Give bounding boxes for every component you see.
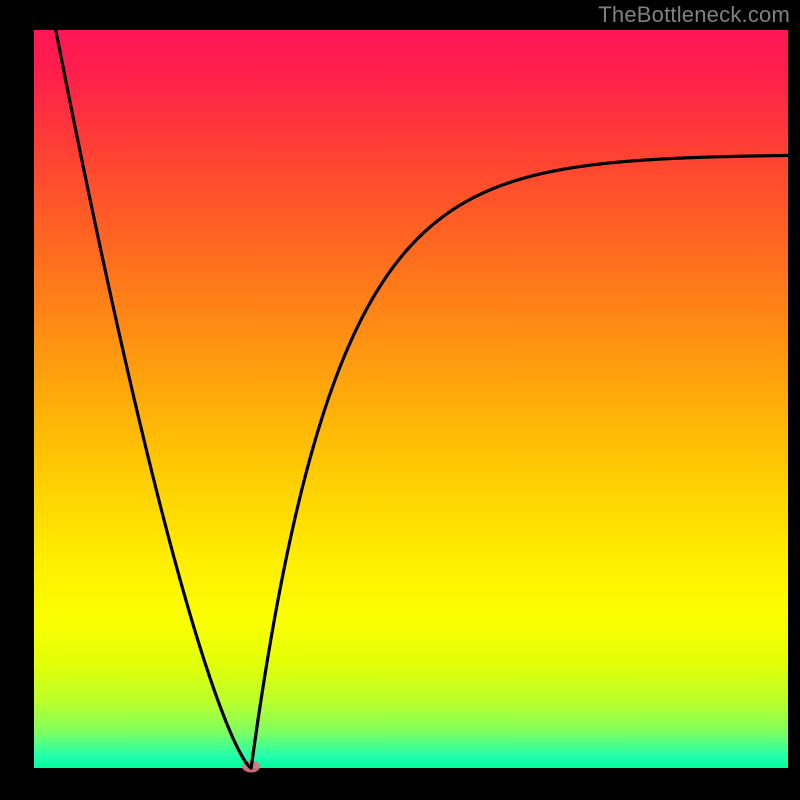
watermark-label: TheBottleneck.com [598,2,790,28]
curve-plot [0,0,800,800]
plot-background [34,30,788,768]
bottleneck-chart: TheBottleneck.com [0,0,800,800]
